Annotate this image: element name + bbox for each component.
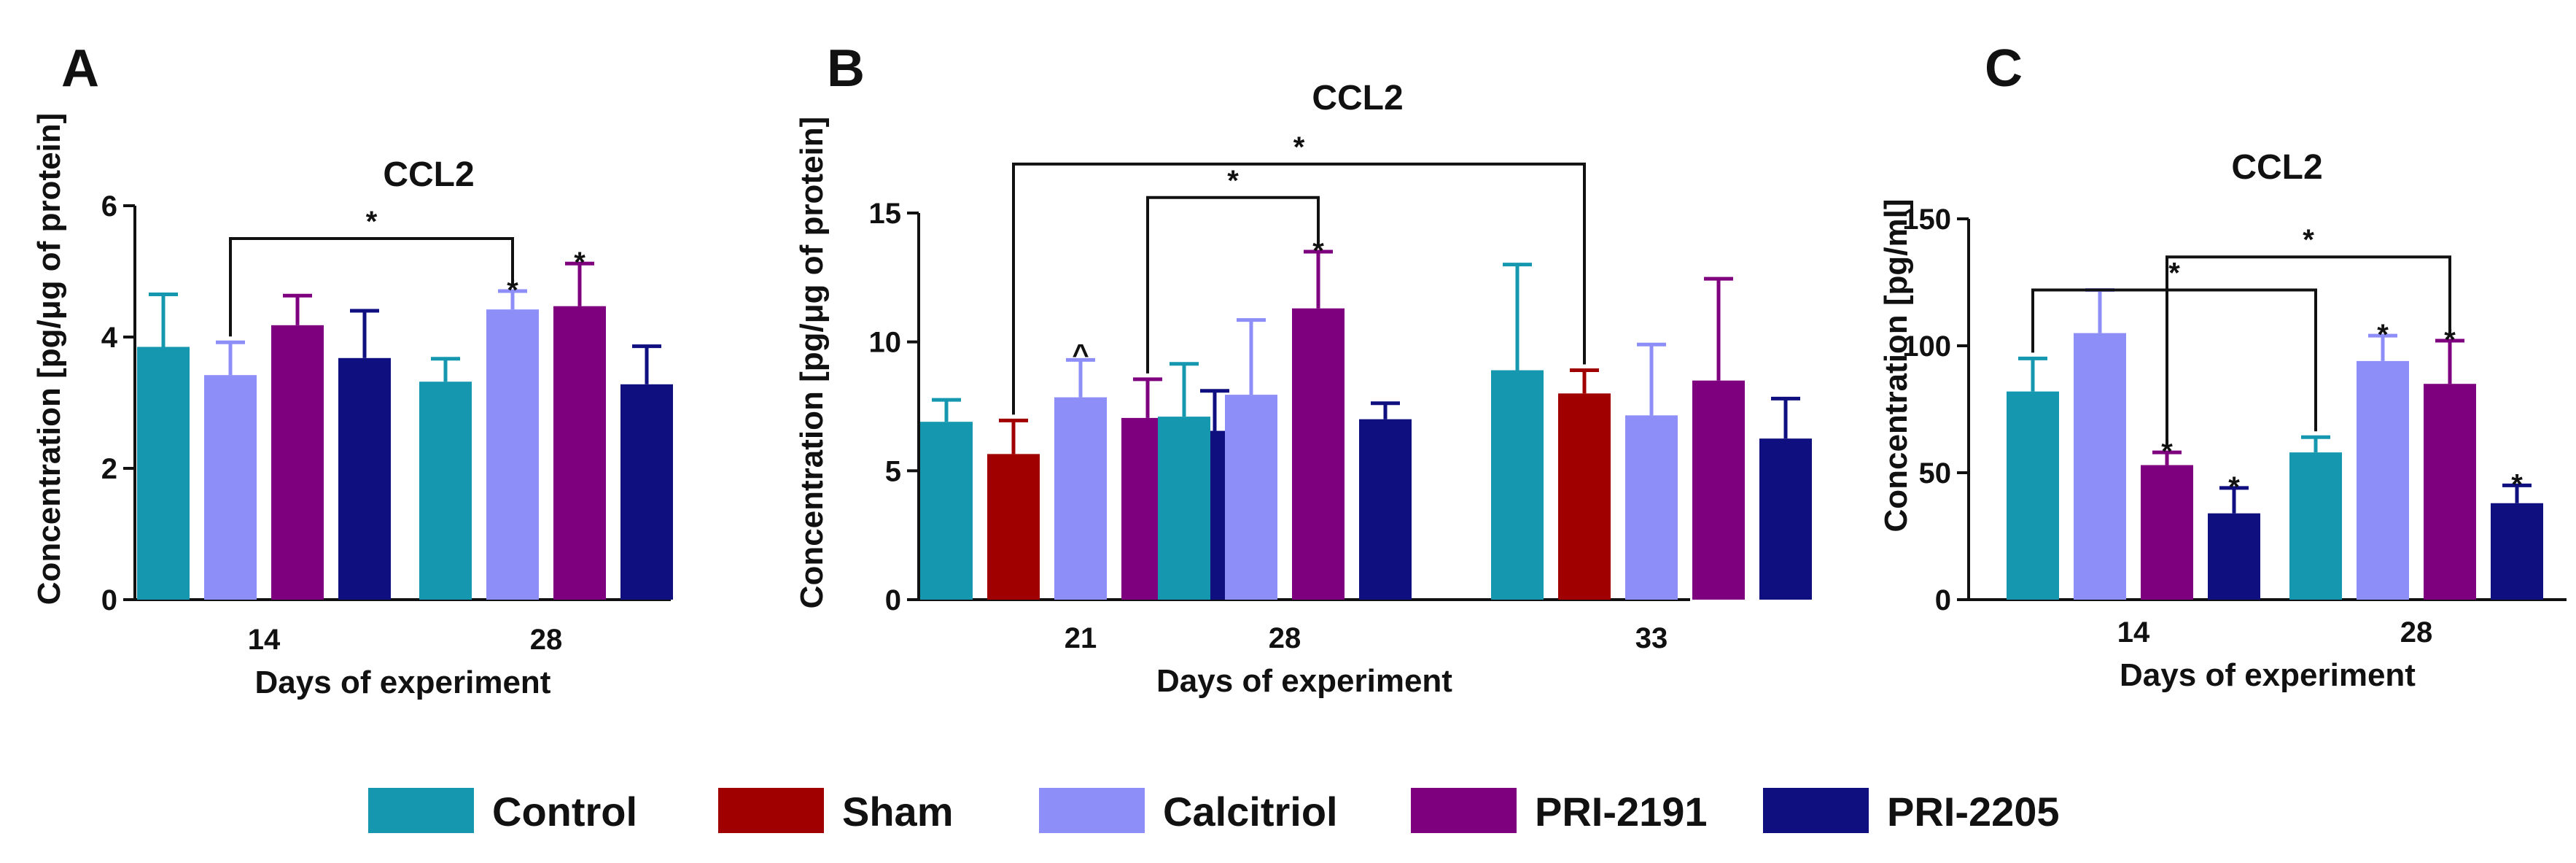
- x-axis-label: Days of experiment: [2120, 657, 2416, 693]
- legend: Control Sham Calcitriol PRI-2191 PRI-2205: [368, 788, 2060, 835]
- chart-panel-b: B CCL2 0 5 10 15 Concentration [pg/μg of prote…: [794, 39, 1812, 699]
- y-tick-label: 0: [1935, 584, 1951, 616]
- y-tick-label: 10: [869, 327, 902, 359]
- significance-mark: *: [507, 274, 518, 306]
- x-axis-label: Days of experiment: [1156, 663, 1452, 699]
- panel-letter: B: [827, 39, 865, 98]
- y-tick-label: 5: [885, 455, 901, 487]
- bar-pri-2205-14: [338, 357, 391, 600]
- bar-pri-2205-33: [1759, 438, 1812, 600]
- significance-mark: *: [2511, 468, 2523, 500]
- y-tick-label: 15: [869, 198, 902, 230]
- bar-pri-2205-28: [620, 384, 673, 600]
- bar-control-28: [419, 382, 472, 600]
- significance-mark: *: [2377, 319, 2389, 351]
- significance-mark: ^: [1072, 338, 1089, 371]
- legend-label-calcitriol: Calcitriol: [1163, 789, 1338, 835]
- y-tick-label: 2: [101, 453, 117, 485]
- y-tick-label: 150: [1902, 204, 1951, 236]
- legend-swatch-pri-2205: [1763, 788, 1869, 833]
- bar-pri-2205-28: [1359, 419, 1412, 600]
- bar-calcitriol-21: [1054, 397, 1107, 600]
- chart-title: CCL2: [2231, 148, 2322, 187]
- x-axis-label: Days of experiment: [255, 665, 551, 700]
- bar-pri-2191-14: [271, 325, 324, 600]
- bracket-significance-mark: *: [366, 206, 378, 238]
- significance-mark: *: [2444, 324, 2456, 356]
- y-axis-label: Concentration [pg/μg of protein]: [794, 117, 830, 609]
- bar-calcitriol-14: [2074, 333, 2126, 600]
- chart-panel-a: A CCL2 0 2 4 6 Concentration [pg/μg of protein…: [31, 39, 673, 700]
- bar-pri-2191-28: [553, 306, 606, 600]
- bar-control-21: [920, 422, 973, 600]
- x-tick-label: 21: [1065, 622, 1097, 654]
- legend-swatch-sham: [718, 788, 824, 833]
- significance-mark: *: [2161, 436, 2173, 468]
- y-tick-label: 0: [101, 584, 117, 616]
- x-tick-label: 28: [2400, 616, 2433, 649]
- bar-calcitriol-33: [1625, 415, 1678, 600]
- bar-pri-2205-14: [2208, 513, 2260, 600]
- legend-swatch-calcitriol: [1039, 788, 1145, 833]
- bar-calcitriol-28: [486, 309, 539, 600]
- x-tick-label: 28: [1269, 622, 1301, 654]
- x-tick-label: 28: [530, 624, 563, 656]
- x-tick-label: 14: [248, 624, 281, 656]
- comparison-bracket: [2166, 255, 2451, 447]
- y-axis-label: Concentration [pg/ml]: [1878, 198, 1914, 532]
- bracket-significance-mark: *: [2303, 224, 2314, 256]
- legend-swatch-control: [368, 788, 474, 833]
- y-axis-label: Concentration [pg/μg of protein]: [31, 113, 67, 605]
- comparison-bracket: [1146, 196, 1320, 374]
- bar-control-28: [1158, 417, 1210, 600]
- legend-swatch-pri-2191: [1411, 788, 1517, 833]
- panel-letter: C: [1985, 39, 2023, 98]
- chart-title: CCL2: [383, 155, 474, 194]
- x-tick-label: 33: [1635, 622, 1668, 654]
- y-tick-label: 4: [101, 322, 118, 354]
- significance-mark: *: [1312, 235, 1324, 267]
- bar-sham-33: [1558, 393, 1611, 600]
- bar-pri-2205-28: [2491, 503, 2543, 600]
- y-tick-label: 100: [1902, 330, 1951, 363]
- legend-label-pri-2205: PRI-2205: [1887, 789, 2060, 835]
- panel-letter: A: [61, 39, 99, 98]
- bracket-significance-mark: *: [1227, 165, 1239, 197]
- bar-pri-2191-28: [2424, 384, 2476, 600]
- bar-control-28: [2289, 452, 2342, 600]
- y-tick-label: 0: [885, 584, 901, 616]
- y-tick-label: 50: [1919, 457, 1952, 489]
- x-tick-label: 14: [2117, 616, 2150, 649]
- comparison-bracket: [1012, 162, 1586, 415]
- bar-pri-2191-33: [1692, 380, 1745, 600]
- chart-title: CCL2: [1312, 79, 1403, 117]
- bar-pri-2191-14: [2141, 465, 2193, 600]
- legend-label-control: Control: [492, 789, 637, 835]
- bar-control-14: [137, 347, 190, 600]
- bar-calcitriol-14: [204, 375, 257, 600]
- bracket-significance-mark: *: [1293, 131, 1305, 163]
- comparison-bracket: [2031, 288, 2317, 432]
- bar-calcitriol-28: [1225, 395, 1277, 600]
- bar-sham-21: [987, 454, 1040, 600]
- legend-label-sham: Sham: [842, 789, 954, 835]
- bar-control-33: [1491, 370, 1544, 600]
- bar-calcitriol-28: [2357, 360, 2409, 600]
- y-tick-label: 6: [101, 190, 117, 222]
- bar-control-14: [2007, 391, 2059, 600]
- legend-label-pri-2191: PRI-2191: [1535, 789, 1708, 835]
- comparison-bracket: [229, 237, 514, 337]
- significance-mark: *: [2228, 471, 2240, 503]
- significance-mark: *: [574, 247, 585, 279]
- bar-pri-2191-28: [1292, 308, 1345, 600]
- bracket-significance-mark: *: [2168, 257, 2180, 289]
